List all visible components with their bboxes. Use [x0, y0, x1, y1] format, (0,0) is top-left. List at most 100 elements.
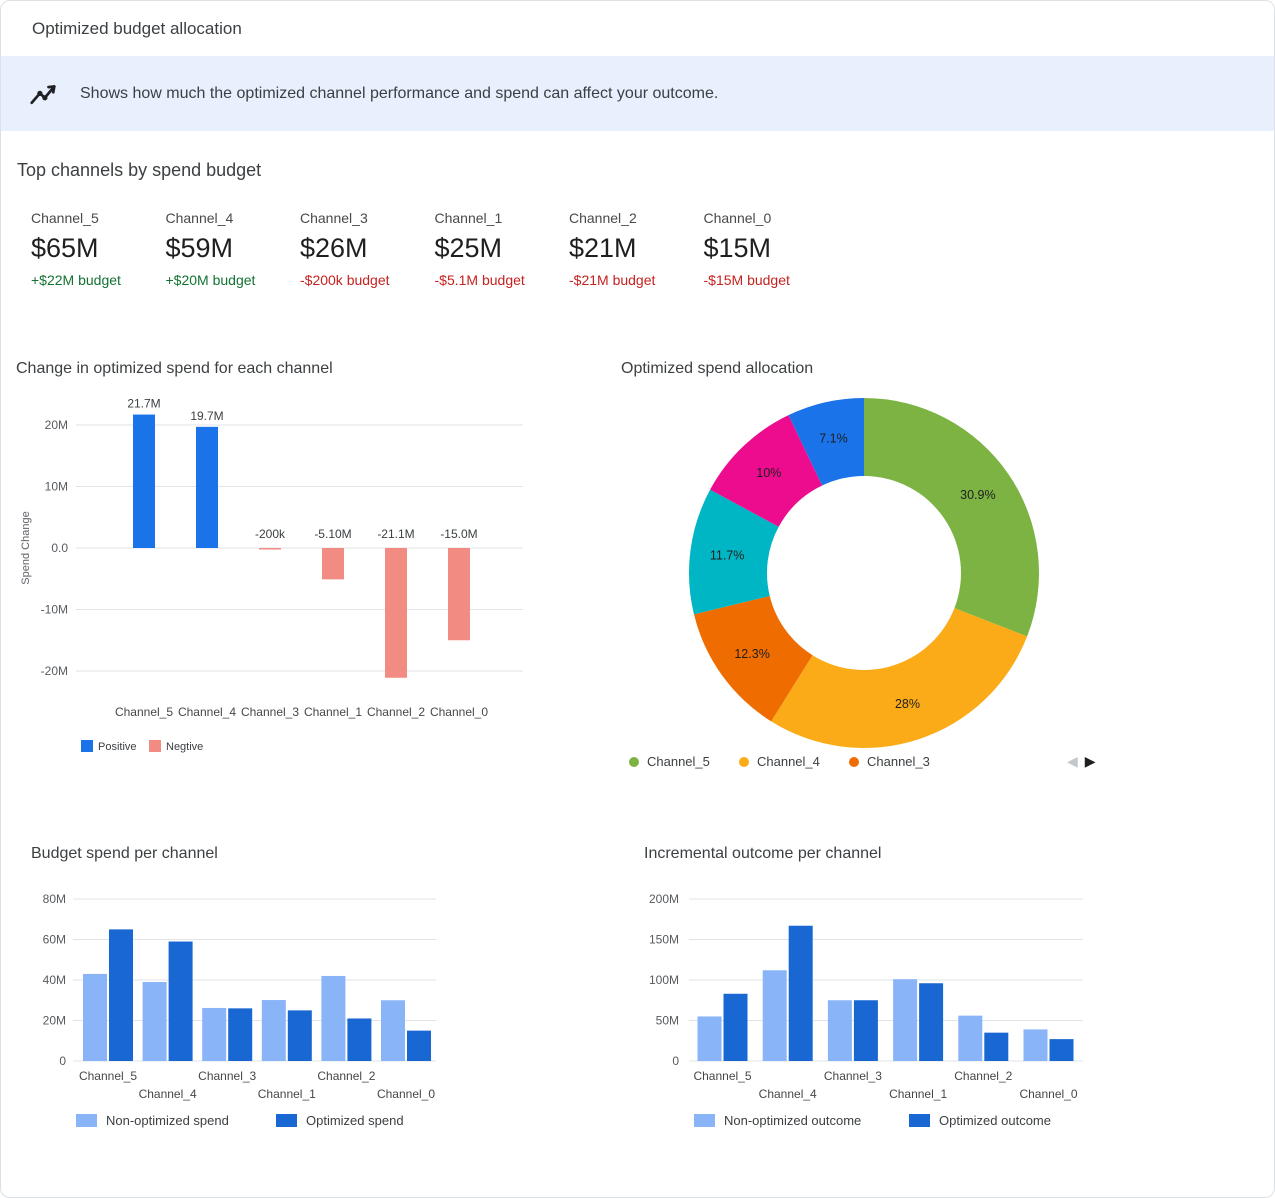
category-label: Channel_0 [1019, 1087, 1077, 1101]
channel-budget-delta: -$21M budget [569, 272, 656, 288]
bar-value-label: -200k [255, 527, 286, 541]
y-tick-label: 10M [45, 480, 68, 494]
channel-card: Channel_2 $21M -$21M budget [569, 210, 704, 288]
legend-swatch [81, 740, 93, 752]
channel-card: Channel_0 $15M -$15M budget [704, 210, 839, 288]
channel-budget-delta: -$5.1M budget [434, 272, 525, 288]
optimized-bar [168, 941, 193, 1061]
slice-percent-label: 30.9% [960, 488, 995, 502]
non-optimized-bar [762, 970, 787, 1061]
optimized-bar [723, 993, 748, 1061]
y-axis-title: Spend Change [20, 511, 32, 584]
channel-spend-value: $15M [703, 233, 772, 263]
bar-value-label: 19.7M [190, 409, 223, 423]
y-tick-label: 0.0 [51, 541, 68, 555]
bar-value-label: -5.10M [314, 527, 351, 541]
non-optimized-bar [142, 982, 167, 1061]
y-tick-label: -20M [41, 664, 68, 678]
chevron-left-icon[interactable]: ◀ [1067, 753, 1078, 769]
budget-spend-chart-title: Budget spend per channel [31, 845, 218, 862]
legend-label: Non-optimized spend [106, 1113, 229, 1128]
non-optimized-bar [827, 1000, 852, 1061]
legend-item: Channel_3 [849, 754, 959, 769]
budget-spend-legend: Non-optimized spend Optimized spend [76, 1113, 476, 1128]
legend-color-dot [849, 756, 859, 767]
category-label: Channel_0 [377, 1087, 435, 1101]
negative-bar [259, 548, 281, 550]
budget-spend-chart: 0 20M 40M 60M 80M Channel_5Channel_4Channel_3… [43, 892, 436, 1101]
donut-slice [710, 415, 823, 527]
positive-bar [133, 414, 155, 548]
category-label: Channel_1 [889, 1087, 947, 1101]
category-label: Channel_0 [430, 705, 488, 719]
optimized-bar [1049, 1039, 1074, 1061]
legend-label: Negtive [166, 741, 203, 753]
bar-value-label: 21.7M [127, 397, 160, 411]
slice-percent-label: 28% [895, 697, 920, 711]
non-optimized-bar [697, 1016, 722, 1061]
optimized-bar [984, 1032, 1009, 1061]
legend-swatch [76, 1114, 97, 1127]
donut-slice [788, 398, 864, 486]
legend-item: Channel_5 [629, 754, 739, 769]
legend-label: Channel_4 [757, 754, 820, 769]
slice-percent-label: 11.7% [710, 548, 745, 562]
banner-text: Shows how much the optimized channel per… [80, 84, 719, 102]
channel-name: Channel_2 [569, 210, 637, 226]
non-optimized-bar [958, 1015, 983, 1061]
channel-name: Channel_4 [165, 210, 234, 226]
optimized-bar [228, 1008, 253, 1061]
y-tick-label: 150M [649, 933, 679, 947]
spend-allocation-donut-chart: 30.9% 28% 12.3% 11.7% 10% 7.1% [689, 398, 1039, 748]
y-tick-label: 0 [672, 1054, 679, 1068]
channel-budget-delta: -$200k budget [300, 272, 390, 288]
page-title: Optimized budget allocation [32, 18, 242, 38]
legend-color-dot [629, 756, 639, 767]
channel-card: Channel_1 $25M -$5.1M budget [435, 210, 570, 288]
non-optimized-bar [261, 1000, 286, 1061]
donut-slice [693, 595, 813, 722]
legend-item: Optimized outcome [909, 1113, 1124, 1128]
legend-item: Optimized spend [276, 1113, 476, 1128]
donut-slice [689, 489, 779, 615]
incremental-outcome-legend: Non-optimized outcome Optimized outcome [694, 1113, 1124, 1128]
non-optimized-bar [202, 1007, 227, 1061]
channel-card: Channel_4 $59M +$20M budget [166, 210, 301, 288]
chevron-right-icon[interactable]: ▶ [1084, 753, 1096, 769]
legend-item: Channel_4 [739, 754, 849, 769]
incremental-outcome-chart: 0 50M 100M 150M 200M Channel_5 Channel_4 Channe… [649, 892, 1083, 1101]
category-label: Channel_5 [79, 1069, 137, 1083]
optimized-bar [788, 925, 813, 1061]
channel-name: Channel_1 [434, 210, 503, 226]
channel-spend-value: $59M [165, 233, 234, 263]
top-channels-cards: Channel_5 $65M +$22M budget Channel_4 $59M +$… [31, 210, 838, 288]
y-tick-label: 60M [43, 933, 66, 947]
legend-label: Channel_5 [647, 754, 710, 769]
non-optimized-bar [321, 975, 346, 1061]
y-tick-label: 0 [59, 1054, 66, 1068]
category-label: Channel_5 [115, 705, 173, 719]
y-tick-label: 80M [43, 892, 66, 906]
legend-swatch [909, 1114, 930, 1127]
category-label: Channel_5 [693, 1069, 751, 1083]
optimized-bar [287, 1010, 312, 1061]
channel-spend-value: $65M [31, 233, 99, 263]
optimized-bar [407, 1030, 431, 1061]
category-label: Channel_2 [954, 1069, 1012, 1083]
category-label: Channel_4 [178, 705, 236, 719]
non-optimized-bar [1023, 1029, 1048, 1061]
non-optimized-bar [893, 979, 918, 1061]
category-label: Channel_1 [258, 1087, 316, 1101]
legend-swatch [276, 1114, 297, 1127]
legend-label: Channel_3 [867, 754, 930, 769]
insights-icon [28, 79, 58, 109]
category-label: Channel_4 [139, 1087, 197, 1101]
legend-item: Non-optimized outcome [694, 1113, 909, 1128]
top-channels-heading: Top channels by spend budget [17, 160, 262, 180]
spend-change-chart-title: Change in optimized spend for each chann… [16, 360, 333, 377]
category-label: Channel_3 [824, 1069, 882, 1083]
channel-budget-delta: +$20M budget [165, 272, 256, 288]
legend-label: Optimized outcome [939, 1113, 1051, 1128]
category-label: Channel_3 [198, 1069, 256, 1083]
bar-value-label: -15.0M [440, 527, 477, 541]
